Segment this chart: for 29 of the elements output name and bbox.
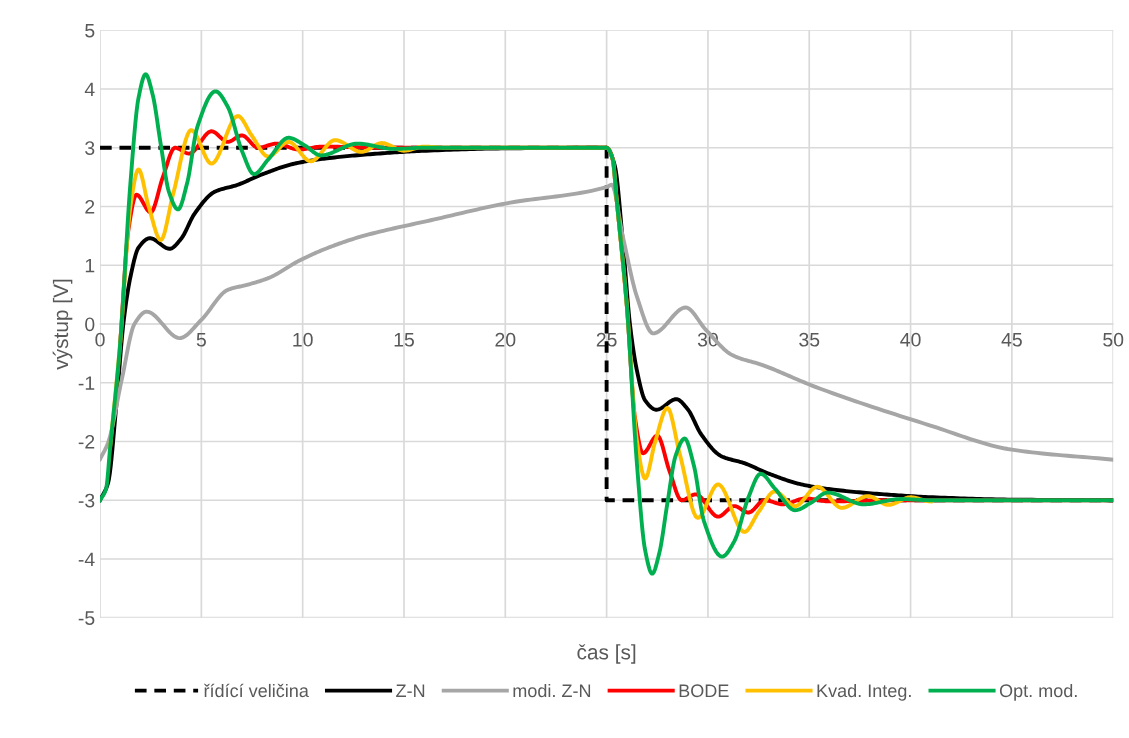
x-tick-label: 0	[95, 332, 105, 347]
legend-label: řídící veličina	[204, 683, 309, 698]
x-tick-label: 35	[799, 332, 820, 347]
x-tick-label: 25	[596, 332, 617, 347]
y-tick-label: -2	[78, 434, 95, 449]
x-tick-label: 50	[1103, 332, 1124, 347]
y-axis-title: výstup [V]	[52, 279, 73, 370]
y-tick-label: 0	[85, 317, 95, 332]
x-tick-label: 45	[1001, 333, 1022, 347]
legend-label: Kvad. Integ.	[817, 683, 911, 701]
x-tick-label: 20	[495, 332, 516, 347]
legend-label: modi. Z-N	[513, 683, 591, 698]
y-tick-label: -1	[78, 376, 95, 390]
x-tick-label: 5	[196, 333, 206, 347]
y-tick-label: -4	[78, 552, 95, 567]
y-tick-label: 5	[85, 23, 95, 38]
x-tick-label: 40	[900, 332, 921, 347]
y-tick-label: 1	[85, 258, 95, 273]
legend-label: Opt. mod.	[999, 683, 1077, 701]
x-tick-label: 10	[293, 332, 313, 347]
y-tick-label: 4	[84, 82, 95, 97]
y-tick-label: 3	[85, 141, 95, 155]
y-tick-label: -3	[78, 493, 95, 508]
x-tick-label: 15	[394, 333, 414, 347]
x-axis-title: čas [s]	[577, 644, 636, 664]
legend-label: Z-N	[396, 684, 425, 697]
y-tick-label: -5	[78, 611, 95, 625]
legend-label: BODE	[679, 684, 729, 698]
y-tick-label: 2	[85, 199, 95, 214]
